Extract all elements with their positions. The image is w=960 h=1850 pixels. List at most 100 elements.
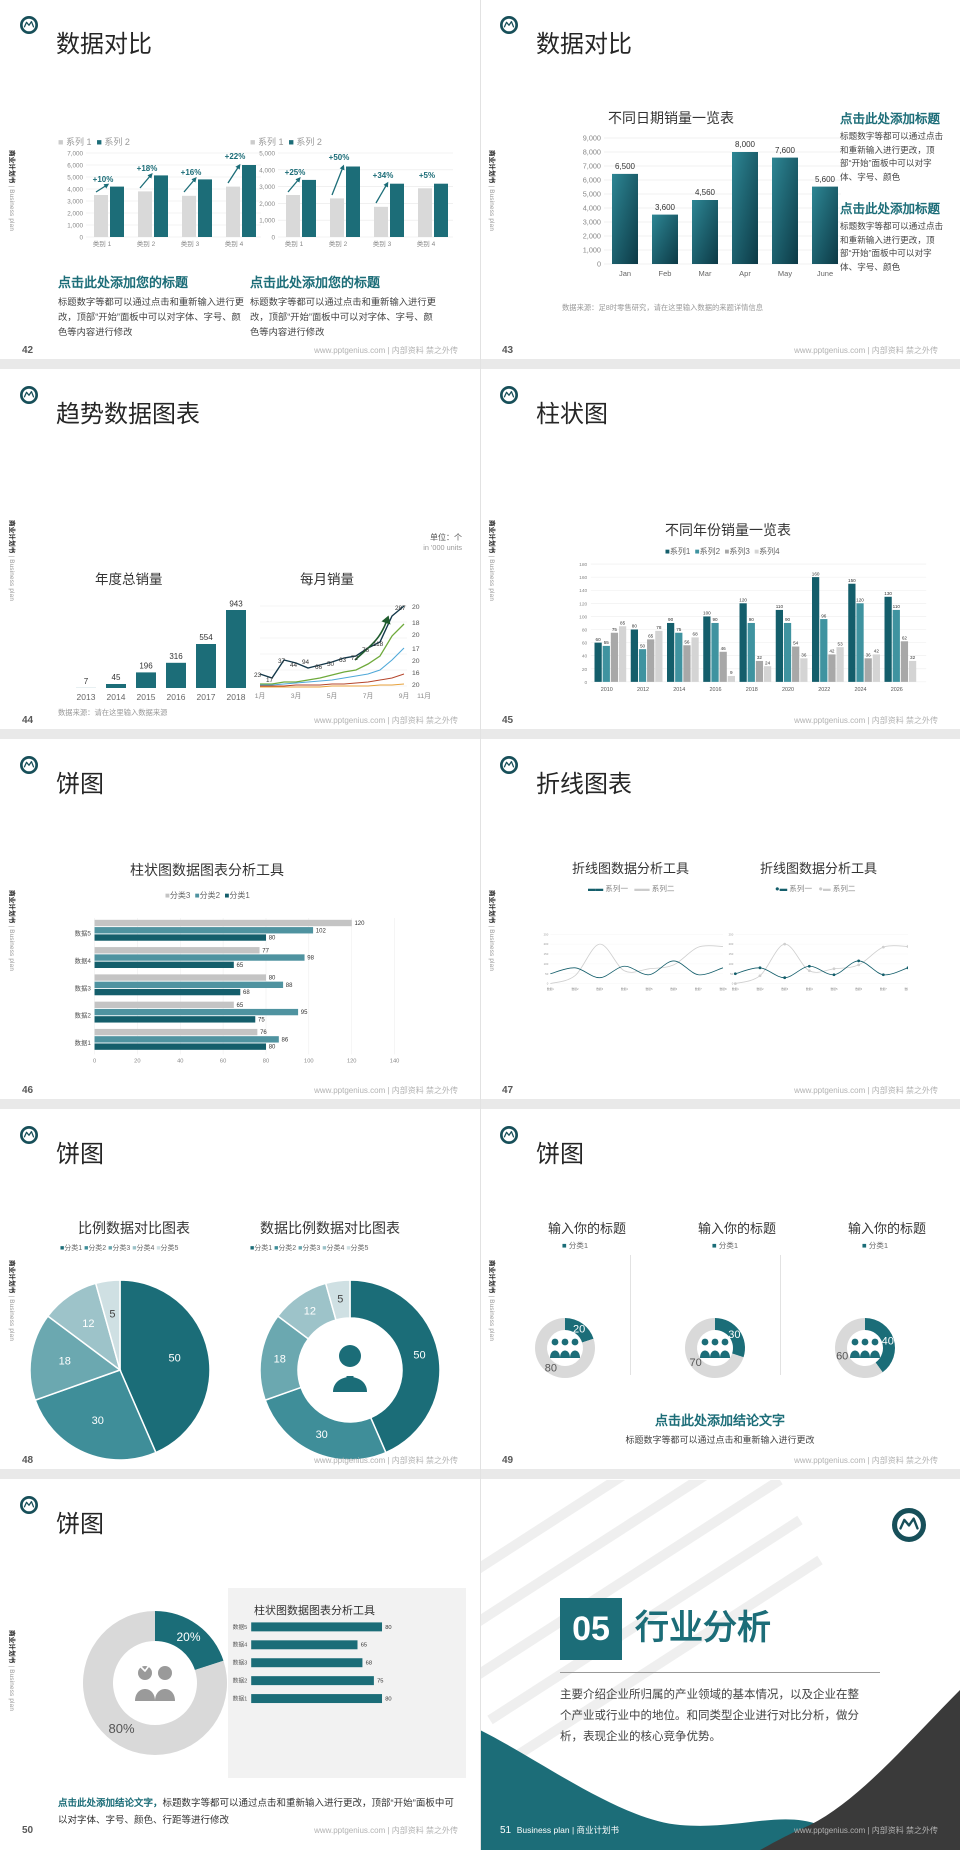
svg-text:65: 65 <box>237 1003 244 1009</box>
svg-text:0: 0 <box>79 235 83 242</box>
svg-text:1,000: 1,000 <box>259 218 275 225</box>
svg-text:75: 75 <box>676 627 682 632</box>
svg-text:2,000: 2,000 <box>259 201 275 208</box>
svg-text:4,000: 4,000 <box>583 204 601 213</box>
svg-text:数据7: 数据7 <box>695 987 702 991</box>
svg-text:+16%: +16% <box>181 168 202 177</box>
svg-text:17: 17 <box>412 646 420 653</box>
svg-text:100: 100 <box>544 962 549 966</box>
svg-text:30: 30 <box>316 1429 328 1441</box>
svg-text:2016: 2016 <box>709 687 721 693</box>
svg-text:68: 68 <box>693 632 699 637</box>
svg-text:Mar: Mar <box>699 269 712 278</box>
svg-text:18: 18 <box>412 620 420 627</box>
svg-text:140: 140 <box>390 1059 400 1065</box>
svg-text:20: 20 <box>134 1059 140 1065</box>
svg-text:0: 0 <box>597 260 601 269</box>
svg-text:68: 68 <box>366 1661 372 1667</box>
svg-text:30: 30 <box>92 1415 104 1427</box>
svg-text:数据3: 数据3 <box>233 1659 248 1667</box>
svg-text:数据2: 数据2 <box>233 1677 248 1685</box>
svg-text:+10%: +10% <box>93 175 114 184</box>
svg-text:180: 180 <box>579 562 587 568</box>
svg-text:20: 20 <box>412 682 420 689</box>
svg-text:42: 42 <box>874 649 880 654</box>
svg-text:76: 76 <box>362 647 370 654</box>
svg-text:4,560: 4,560 <box>695 188 716 197</box>
svg-text:20: 20 <box>573 1324 585 1336</box>
svg-text:2010: 2010 <box>601 687 613 693</box>
svg-text:数据1: 数据1 <box>75 1038 92 1047</box>
svg-text:63: 63 <box>339 657 347 664</box>
svg-text:+18%: +18% <box>137 164 158 173</box>
svg-text:80: 80 <box>632 624 638 629</box>
svg-text:50: 50 <box>327 661 335 668</box>
svg-text:2024: 2024 <box>854 687 866 693</box>
svg-text:数据4: 数据4 <box>75 956 92 965</box>
svg-text:120: 120 <box>739 597 747 602</box>
svg-text:数据1: 数据1 <box>547 987 554 991</box>
svg-text:5: 5 <box>109 1309 115 1321</box>
svg-text:120: 120 <box>856 597 864 602</box>
svg-text:90: 90 <box>785 617 791 622</box>
svg-text:32: 32 <box>910 655 916 660</box>
svg-text:36: 36 <box>801 653 807 658</box>
svg-text:数据2: 数据2 <box>572 987 579 991</box>
svg-text:100: 100 <box>579 614 587 620</box>
svg-text:类别 1: 类别 1 <box>93 239 112 248</box>
svg-text:5,000: 5,000 <box>259 151 275 158</box>
svg-text:45: 45 <box>112 673 121 682</box>
svg-text:200: 200 <box>544 942 549 946</box>
svg-text:2022: 2022 <box>818 687 830 693</box>
svg-text:118: 118 <box>373 641 384 648</box>
svg-text:110: 110 <box>776 604 784 609</box>
svg-text:72: 72 <box>351 655 359 662</box>
svg-text:数据4: 数据4 <box>806 987 813 991</box>
svg-text:95: 95 <box>301 1010 308 1016</box>
svg-text:250: 250 <box>729 932 734 936</box>
svg-text:86: 86 <box>282 1037 289 1043</box>
svg-text:1月: 1月 <box>255 692 266 700</box>
svg-text:100: 100 <box>729 962 734 966</box>
svg-text:数据7: 数据7 <box>880 987 887 991</box>
svg-text:50: 50 <box>168 1353 180 1365</box>
svg-text:9月: 9月 <box>399 692 410 700</box>
svg-text:数据5: 数据5 <box>233 1623 248 1631</box>
svg-text:65: 65 <box>361 1643 367 1649</box>
svg-text:4,000: 4,000 <box>67 187 83 194</box>
svg-text:65: 65 <box>648 634 654 639</box>
svg-text:Jan: Jan <box>619 269 631 278</box>
svg-text:50: 50 <box>545 972 549 976</box>
svg-text:类别 3: 类别 3 <box>181 239 200 248</box>
svg-text:数据3: 数据3 <box>596 987 603 991</box>
svg-text:数据5: 数据5 <box>646 987 653 991</box>
svg-text:7,000: 7,000 <box>583 162 601 171</box>
svg-text:+25%: +25% <box>285 168 306 177</box>
svg-text:160: 160 <box>579 575 587 581</box>
svg-text:3,000: 3,000 <box>259 184 275 191</box>
svg-text:2020: 2020 <box>782 687 794 693</box>
svg-text:6,500: 6,500 <box>615 162 636 171</box>
svg-text:2013: 2013 <box>77 692 96 702</box>
svg-text:+5%: +5% <box>419 171 435 180</box>
svg-text:80: 80 <box>269 1045 276 1051</box>
svg-text:40: 40 <box>882 1336 894 1348</box>
svg-text:2018: 2018 <box>227 692 246 702</box>
svg-text:120: 120 <box>354 921 365 927</box>
svg-text:102: 102 <box>316 928 327 934</box>
svg-text:36: 36 <box>866 653 872 658</box>
svg-text:8,000: 8,000 <box>583 148 601 157</box>
svg-text:150: 150 <box>544 952 549 956</box>
svg-text:75: 75 <box>612 627 618 632</box>
svg-text:85: 85 <box>620 620 626 625</box>
svg-text:数据4: 数据4 <box>233 1641 248 1649</box>
svg-text:+34%: +34% <box>373 171 394 180</box>
svg-text:90: 90 <box>749 617 755 622</box>
svg-text:20: 20 <box>582 667 588 673</box>
svg-text:3,600: 3,600 <box>655 203 676 212</box>
svg-text:150: 150 <box>729 952 734 956</box>
svg-text:56: 56 <box>684 639 690 644</box>
svg-text:+50%: +50% <box>329 153 350 162</box>
svg-text:50: 50 <box>413 1350 425 1362</box>
svg-text:98: 98 <box>307 956 314 962</box>
